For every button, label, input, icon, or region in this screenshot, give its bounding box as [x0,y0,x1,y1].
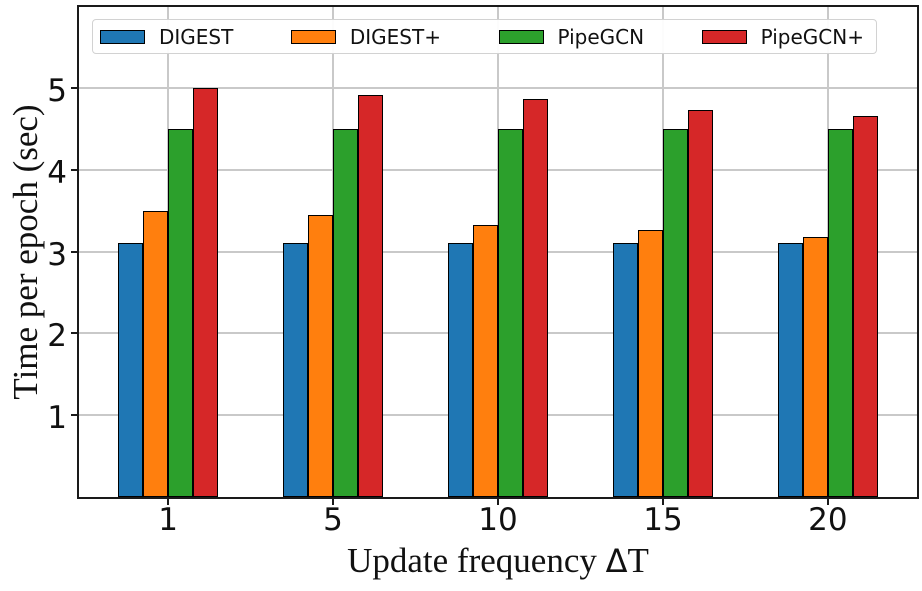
bar-digest-5 [283,243,309,497]
bar-pipegcn-5 [333,128,359,497]
bar-pipegcnplus-20 [852,115,878,497]
x-tick-label: 15 [643,502,683,538]
x-axis-title: Update frequency ΔT [347,541,649,581]
legend-item: DIGEST+ [290,25,441,49]
legend-item: PipeGCN [498,25,645,49]
x-tick-mark [332,497,335,505]
y-tick-mark [71,332,79,335]
y-tick-mark [71,250,79,253]
y-tick-label: 4 [47,154,67,191]
plot-area [77,5,919,499]
x-tick-label: 20 [808,502,848,538]
legend-item: DIGEST [100,26,233,47]
legend-label: DIGEST+ [349,25,441,49]
bar-digest-1 [118,243,144,497]
y-tick-mark [71,86,79,89]
x-tick-label: 1 [158,502,178,538]
x-tick-mark [497,497,499,505]
x-tick-mark [826,497,829,505]
legend-swatch-digest [100,29,145,44]
y-tick-mark [71,414,79,417]
y-tick-mark [71,168,79,171]
legend-swatch-digestplus [290,29,336,44]
legend-swatch-pipegcn [498,29,544,44]
bar-pipegcn-20 [827,128,853,497]
bar-digestplus-20 [802,236,828,497]
bar-pipegcnplus-10 [523,99,548,497]
bar-pipegcnplus-5 [358,94,384,497]
x-axis-title-text: Update frequency [347,541,606,580]
legend-item: PipeGCN+ [701,25,864,49]
bar-pipegcnplus-1 [193,88,219,497]
legend-label: PipeGCN+ [760,25,864,49]
bar-pipegcnplus-15 [687,110,713,497]
bar-pipegcn-15 [662,128,688,497]
bar-digest-15 [612,243,638,497]
bar-pipegcn-1 [168,128,194,497]
bar-digestplus-1 [143,210,169,497]
x-tick-mark [661,497,664,505]
bar-pipegcn-10 [498,128,523,497]
y-tick-label: 1 [47,400,67,437]
bar-digestplus-15 [637,230,663,497]
y-tick-label: 2 [47,318,67,355]
bar-digestplus-5 [308,214,334,497]
delta-symbol: Δ [605,542,628,580]
legend: DIGEST DIGEST+ PipeGCN PipeGCN+ [92,19,877,54]
y-tick-label: 5 [47,72,67,109]
bar-digest-10 [448,243,473,497]
x-tick-label: 5 [323,502,343,538]
bar-digest-20 [777,243,803,497]
x-axis-title-suffix: T [627,541,649,580]
legend-swatch-pipegcnplus [701,29,747,44]
x-tick-label: 10 [478,502,518,538]
x-tick-mark [167,497,170,505]
y-tick-label: 3 [47,236,67,273]
legend-label: PipeGCN [557,25,645,49]
bar-digestplus-10 [473,224,498,497]
legend-label: DIGEST [159,25,234,49]
